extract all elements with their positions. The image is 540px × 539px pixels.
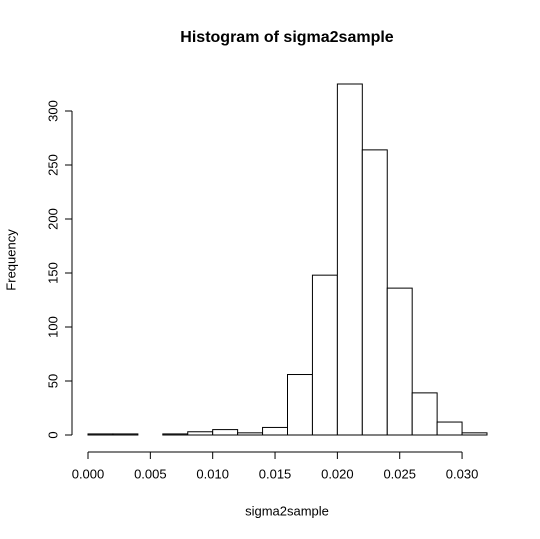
bar bbox=[386, 287, 413, 436]
bar bbox=[361, 149, 388, 436]
x-tick-label: 0.010 bbox=[196, 466, 229, 481]
bar bbox=[187, 431, 214, 436]
x-axis-label: sigma2sample bbox=[245, 503, 329, 518]
y-tick-label: 250 bbox=[45, 154, 60, 176]
bar bbox=[87, 433, 114, 436]
bar bbox=[436, 421, 463, 436]
x-tick-label: 0.020 bbox=[321, 466, 354, 481]
y-tick-label: 100 bbox=[45, 316, 60, 338]
bar bbox=[411, 392, 438, 436]
bar bbox=[461, 432, 488, 436]
y-axis-label: Frequency bbox=[3, 229, 18, 291]
x-tick-label: 0.030 bbox=[446, 466, 479, 481]
y-tick-label: 150 bbox=[45, 262, 60, 284]
chart-title: Histogram of sigma2sample bbox=[180, 29, 394, 46]
y-tick-label: 300 bbox=[45, 100, 60, 122]
x-tick-label: 0.025 bbox=[383, 466, 416, 481]
bar bbox=[262, 426, 288, 436]
bar bbox=[287, 374, 313, 436]
bar bbox=[212, 429, 239, 436]
bar bbox=[162, 433, 189, 436]
y-tick-label: 50 bbox=[45, 374, 60, 388]
bar bbox=[112, 433, 139, 436]
bar bbox=[237, 432, 264, 436]
y-tick-label: 0 bbox=[45, 431, 60, 438]
bar bbox=[336, 83, 363, 436]
y-tick-label: 200 bbox=[45, 208, 60, 230]
x-tick-label: 0.015 bbox=[259, 466, 292, 481]
x-tick-label: 0.005 bbox=[134, 466, 167, 481]
bar bbox=[311, 274, 338, 436]
x-tick-label: 0.000 bbox=[72, 466, 105, 481]
